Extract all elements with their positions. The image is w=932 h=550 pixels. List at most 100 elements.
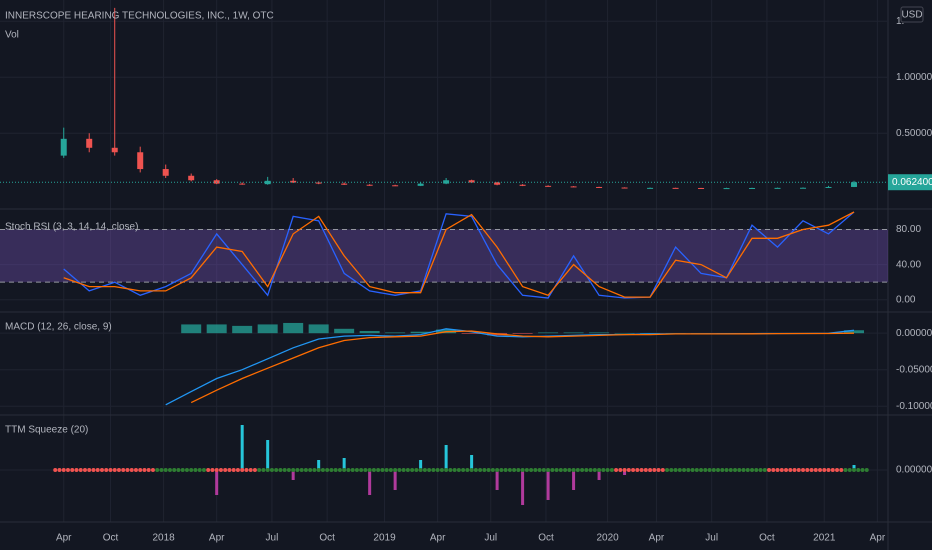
squeeze-dot: [257, 468, 262, 472]
candle-body: [851, 182, 858, 187]
candle-body: [468, 180, 475, 183]
squeeze-dot: [762, 468, 767, 472]
y-tick-label: 80.00: [896, 224, 921, 235]
squeeze-dot: [91, 468, 96, 472]
candle-body: [749, 187, 756, 189]
y-tick-label: 0.00: [896, 294, 916, 305]
squeeze-dot: [218, 468, 223, 472]
candle-body: [825, 186, 832, 188]
squeeze-dot: [784, 468, 789, 472]
squeeze-dot: [65, 468, 70, 472]
histogram-bar: [419, 460, 423, 470]
squeeze-dot: [529, 468, 534, 472]
candle-body: [60, 138, 67, 156]
squeeze-dot: [448, 468, 453, 472]
squeeze-dot: [350, 468, 355, 472]
squeeze-dot: [707, 468, 712, 472]
squeeze-dot: [248, 468, 253, 472]
squeeze-dot: [563, 468, 568, 472]
squeeze-dot: [57, 468, 62, 472]
squeeze-dot: [652, 468, 657, 472]
squeeze-dot: [325, 468, 330, 472]
squeeze-dot: [422, 468, 427, 472]
x-tick-label: Oct: [319, 533, 335, 544]
candle-body: [366, 184, 373, 186]
histogram-bar: [538, 332, 559, 334]
squeeze-dot: [150, 468, 155, 472]
squeeze-dot: [754, 468, 759, 472]
candle-body: [315, 182, 322, 184]
histogram-bar: [232, 325, 253, 334]
candle-body: [519, 184, 526, 186]
squeeze-dot: [405, 468, 410, 472]
squeeze-dot: [469, 468, 474, 472]
squeeze-dot: [189, 468, 194, 472]
histogram-bar: [495, 470, 499, 490]
squeeze-dot: [546, 468, 551, 472]
squeeze-dot: [74, 468, 79, 472]
histogram-bar: [623, 470, 627, 475]
squeeze-dot: [235, 468, 240, 472]
candle-body: [570, 186, 577, 188]
candle-body: [417, 183, 424, 186]
histogram-bar: [614, 333, 635, 334]
squeeze-dot: [639, 468, 644, 472]
candle-body: [723, 188, 730, 190]
squeeze-dot: [227, 468, 232, 472]
squeeze-dot: [541, 468, 546, 472]
squeeze-dot: [694, 468, 699, 472]
squeeze-dot: [104, 468, 109, 472]
squeeze-dot: [274, 468, 279, 472]
squeeze-dot: [129, 468, 134, 472]
squeeze-dot: [231, 468, 236, 472]
squeeze-dot: [167, 468, 172, 472]
candle-body: [672, 187, 679, 189]
candle-body: [621, 187, 628, 189]
pane-title: INNERSCOPE HEARING TECHNOLOGIES, INC., 1…: [5, 11, 274, 22]
x-tick-label: Jul: [266, 533, 279, 544]
squeeze-dot: [333, 468, 338, 472]
x-tick-label: Jul: [484, 533, 497, 544]
histogram-bar: [257, 324, 278, 334]
squeeze-dot: [439, 468, 444, 472]
squeeze-dot: [303, 468, 308, 472]
squeeze-dot: [312, 468, 317, 472]
squeeze-dot: [367, 468, 372, 472]
x-tick-label: Apr: [430, 533, 446, 544]
candle-body: [545, 185, 552, 187]
histogram-bar: [844, 330, 865, 334]
squeeze-dot: [354, 468, 359, 472]
histogram-bar: [444, 445, 448, 470]
squeeze-dot: [138, 468, 143, 472]
squeeze-dot: [669, 468, 674, 472]
x-tick-label: 2018: [152, 533, 175, 544]
squeeze-dot: [796, 468, 801, 472]
histogram-bar: [393, 470, 397, 490]
x-tick-label: 2021: [813, 533, 836, 544]
squeeze-dot: [490, 468, 495, 472]
currency-label: USD: [901, 10, 922, 21]
squeeze-dot: [745, 468, 750, 472]
squeeze-dot: [342, 468, 347, 472]
x-tick-label: Apr: [56, 533, 72, 544]
squeeze-dot: [520, 468, 525, 472]
histogram-bar: [317, 460, 321, 470]
squeeze-dot: [571, 468, 576, 472]
series-line: [63, 211, 855, 298]
squeeze-dot: [401, 468, 406, 472]
y-tick-label: 1.: [896, 16, 904, 27]
squeeze-dot: [371, 468, 376, 472]
histogram-bar: [512, 333, 533, 334]
squeeze-dot: [860, 468, 865, 472]
squeeze-dot: [614, 468, 619, 472]
squeeze-dot: [78, 468, 83, 472]
squeeze-dot: [112, 468, 117, 472]
squeeze-dot: [82, 468, 87, 472]
squeeze-dot: [414, 468, 419, 472]
squeeze-dot: [809, 468, 814, 472]
squeeze-dot: [210, 468, 215, 472]
squeeze-dot: [830, 468, 835, 472]
